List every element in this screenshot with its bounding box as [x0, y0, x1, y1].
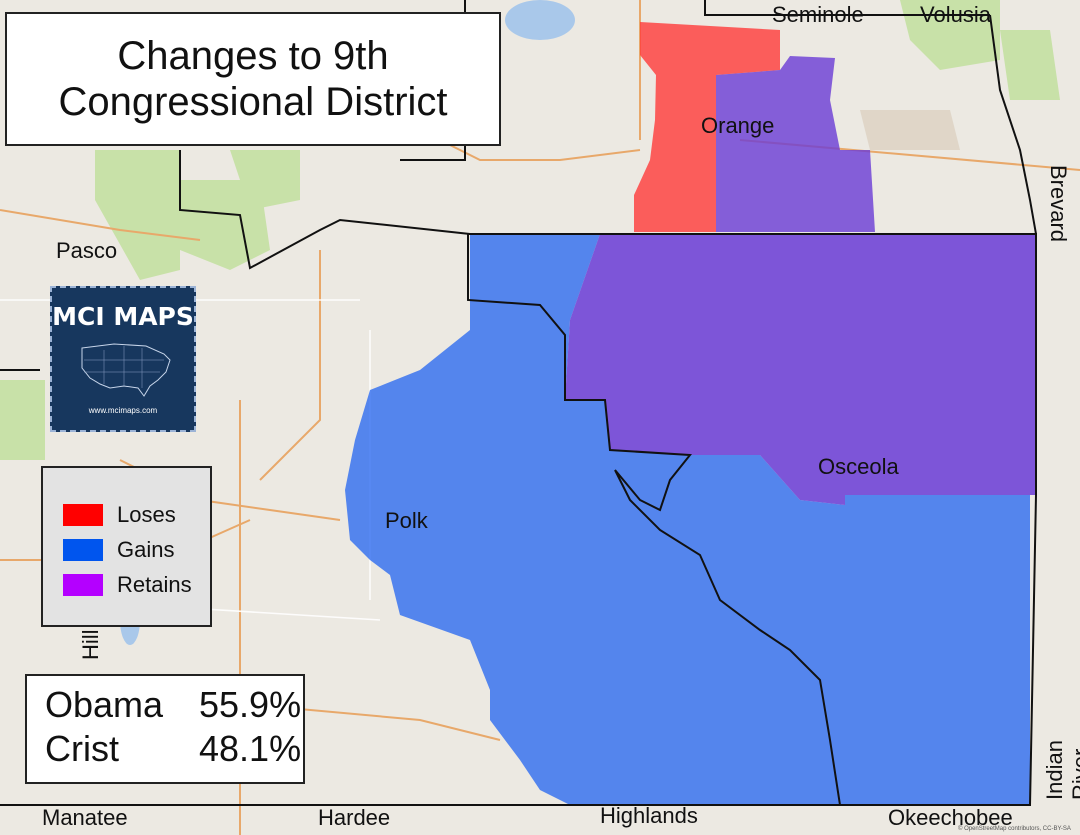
park-area [900, 0, 1000, 70]
result-value: 55.9% [199, 684, 302, 725]
county-label-highlands: Highlands [600, 803, 698, 828]
loses-region [634, 22, 780, 232]
result-row-obama: Obama 55.9% [45, 684, 301, 726]
result-value: 48.1% [199, 728, 302, 769]
election-results: Obama 55.9% Crist 48.1% [25, 674, 305, 784]
county-label-indian-river: Indian River [1042, 740, 1080, 800]
retains-swatch [63, 574, 103, 596]
county-label-polk: Polk [385, 508, 428, 533]
logo-brand: MCI MAPS [52, 302, 194, 331]
retains-region-osceola [565, 234, 1036, 505]
lake [505, 0, 575, 40]
title-line-1: Changes to 9th [117, 34, 389, 78]
title-box: Changes to 9th Congressional District [5, 12, 501, 146]
legend-label-gains: Gains [117, 537, 175, 562]
legend-item-loses: Loses [63, 502, 176, 528]
gains-region-osceola [615, 455, 1030, 805]
county-label-hardee: Hardee [318, 805, 391, 830]
logo-url: www.mcimaps.com [88, 406, 158, 415]
county-label-orange: Orange [701, 113, 775, 138]
map-attribution: © OpenStreetMap contributors, CC-BY-SA [958, 826, 1071, 832]
title-line-2: Congressional District [58, 80, 448, 124]
county-label-okeechobee: Okeechobee [888, 805, 1013, 830]
county-label-brevard: Brevard [1046, 165, 1071, 243]
retains-region-orange [716, 56, 875, 232]
park-area [95, 150, 180, 280]
county-label-manatee: Manatee [42, 805, 128, 830]
park-area [0, 380, 45, 460]
mci-maps-logo: MCI MAPS www.mcimaps.com [50, 286, 196, 432]
result-name: Obama [45, 684, 164, 725]
legend-label-retains: Retains [117, 572, 192, 597]
county-label-seminole: Seminole [772, 2, 864, 27]
park-area [1000, 30, 1060, 100]
gains-region-polk [345, 234, 840, 805]
county-label-hillsborough: Hill [78, 629, 103, 660]
result-row-crist: Crist 48.1% [45, 728, 301, 770]
gains-swatch [63, 539, 103, 561]
county-borders [0, 0, 1037, 806]
result-name: Crist [45, 728, 119, 769]
county-label-volusia: Volusia [920, 2, 991, 27]
county-label-pasco: Pasco [56, 238, 118, 263]
loses-swatch [63, 504, 103, 526]
park-area [230, 150, 300, 210]
area-tan [860, 110, 960, 150]
legend-item-retains: Retains [63, 572, 192, 598]
legend-label-loses: Loses [117, 502, 176, 527]
legend: Loses Gains Retains [41, 466, 212, 627]
county-label-osceola: Osceola [818, 454, 899, 479]
legend-item-gains: Gains [63, 537, 174, 563]
usa-outline-icon [81, 343, 171, 397]
